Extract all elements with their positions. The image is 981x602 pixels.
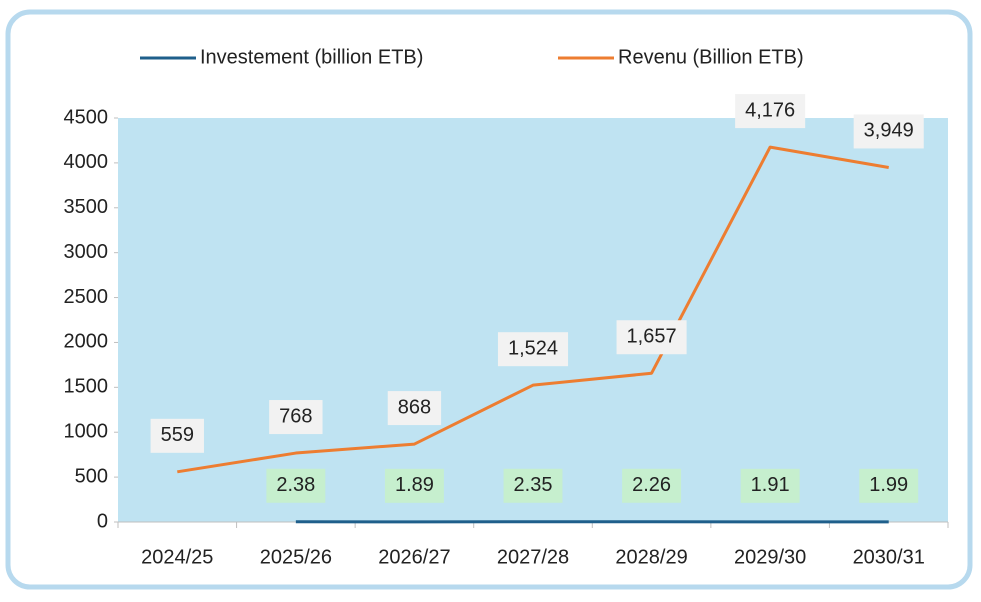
data-label: 868 xyxy=(398,396,431,418)
legend-label: Revenu (Billion ETB) xyxy=(618,46,804,68)
x-tick-label: 2027/28 xyxy=(497,546,569,568)
y-tick-label: 4000 xyxy=(64,151,109,173)
y-tick-label: 2500 xyxy=(64,286,109,308)
data-label: 2.26 xyxy=(632,474,671,496)
data-label: 768 xyxy=(279,405,312,427)
data-label: 1,524 xyxy=(508,337,558,359)
data-label: 3,949 xyxy=(864,120,914,142)
y-tick-label: 1500 xyxy=(64,376,109,398)
x-tick-label: 2024/25 xyxy=(141,546,213,568)
x-tick-label: 2029/30 xyxy=(734,546,806,568)
data-label: 1.91 xyxy=(751,474,790,496)
data-label: 1,657 xyxy=(627,326,677,348)
data-label: 1.89 xyxy=(395,474,434,496)
x-tick-label: 2030/31 xyxy=(853,546,925,568)
y-tick-label: 500 xyxy=(75,465,108,487)
x-tick-label: 2026/27 xyxy=(378,546,450,568)
y-tick-label: 1000 xyxy=(64,421,109,443)
x-tick-label: 2025/26 xyxy=(260,546,332,568)
x-tick-label: 2028/29 xyxy=(615,546,687,568)
y-tick-label: 2000 xyxy=(64,331,109,353)
y-tick-label: 0 xyxy=(97,510,108,532)
legend-label: Investement (billion ETB) xyxy=(200,46,423,68)
data-label: 2.38 xyxy=(276,474,315,496)
data-label: 1.99 xyxy=(869,474,908,496)
y-tick-label: 4500 xyxy=(64,106,109,128)
y-tick-label: 3000 xyxy=(64,241,109,263)
data-label: 2.35 xyxy=(514,474,553,496)
data-label: 559 xyxy=(161,424,194,446)
y-tick-label: 3500 xyxy=(64,196,109,218)
data-label: 4,176 xyxy=(745,99,795,121)
